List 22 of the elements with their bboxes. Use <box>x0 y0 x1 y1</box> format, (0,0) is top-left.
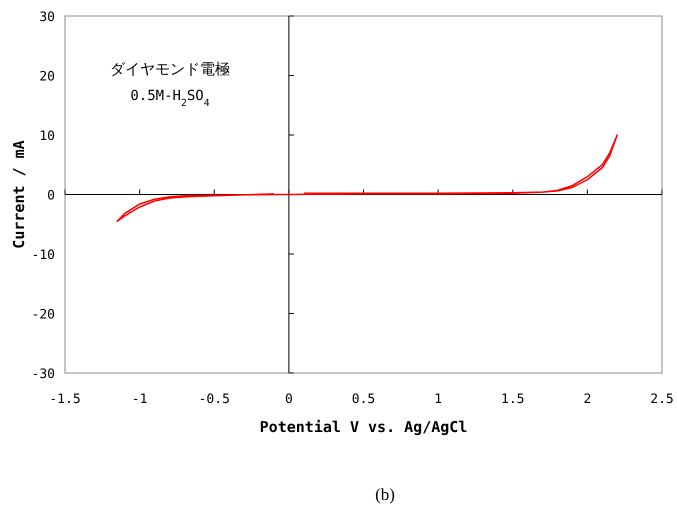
line-series <box>116 134 618 222</box>
y-tick-label: -30 <box>32 367 55 382</box>
x-tick-label: 2.5 <box>650 392 674 407</box>
x-axis-title: Potential V vs. Ag/AgCl <box>260 418 468 436</box>
y-tick-label: -20 <box>32 308 55 322</box>
y-tick-label: 10 <box>39 129 55 144</box>
y-tick-label: -10 <box>32 248 55 263</box>
x-tick-label: -1 <box>132 392 148 407</box>
y-tick-label: 20 <box>39 70 55 84</box>
x-tick-label: -1.5 <box>49 392 81 407</box>
annotation: 0.5M-H$_{2}$SO$_{4}$ <box>130 88 210 108</box>
x-tick-label: 0 <box>284 392 293 407</box>
x-tick-label: 1.5 <box>501 392 524 407</box>
annotation: ダイヤモンド電極 <box>110 60 230 78</box>
y-tick-label: 0 <box>47 188 55 204</box>
x-tick-label: 0.5 <box>352 392 376 407</box>
x-tick-label: 2 <box>583 392 592 407</box>
text: (b) <box>375 485 395 504</box>
y-axis-title: Current / mA <box>10 140 28 249</box>
x-tick-label: 1 <box>434 392 442 407</box>
x-tick-label: -0.5 <box>198 392 230 407</box>
y-tick-label: 30 <box>39 10 55 25</box>
